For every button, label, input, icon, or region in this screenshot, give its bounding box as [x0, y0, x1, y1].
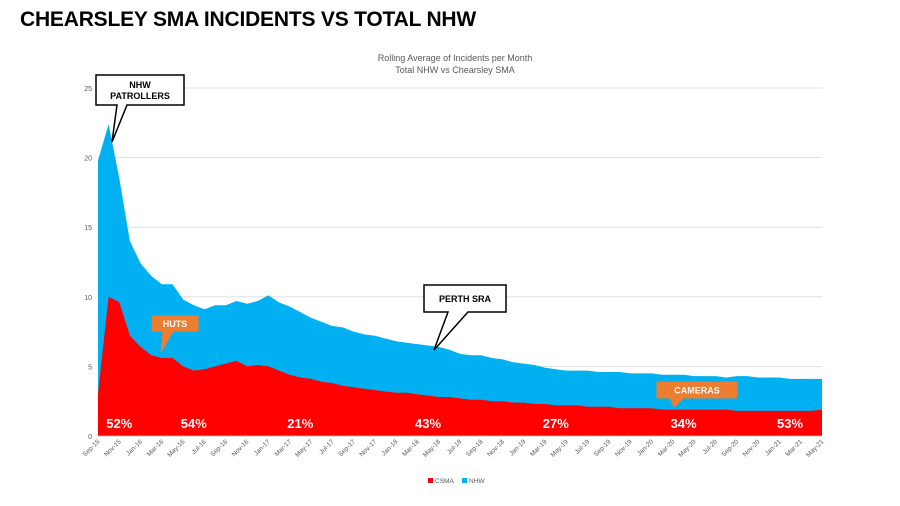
y-axis: 0 5 10 15 20 25 [84, 86, 92, 441]
callout-label: HUTS [163, 319, 188, 329]
x-tick-label: Jan-20 [636, 438, 655, 457]
callout-box [423, 284, 507, 351]
x-tick-label: Nov-18 [486, 438, 506, 458]
slide-title: CHEARSLEY SMA INCIDENTS VS TOTAL NHW [20, 8, 476, 31]
x-tick-label: Sep-20 [720, 438, 740, 458]
x-tick-label: May-17 [294, 438, 315, 459]
x-tick-label: Jul-19 [574, 438, 592, 456]
legend: CSMA NHW [428, 478, 485, 485]
x-tick-label: Sep-17 [337, 438, 357, 458]
callout-label: CAMERAS [674, 386, 720, 396]
percent-label: 53% [777, 416, 803, 431]
x-tick-label: Nov-19 [614, 438, 634, 458]
x-tick-label: Jan-17 [253, 438, 272, 457]
y-tick-label: 20 [84, 156, 92, 163]
y-tick-label: 5 [88, 364, 92, 371]
legend-label: NHW [469, 478, 485, 485]
x-tick-label: May-21 [805, 438, 826, 459]
x-tick-label: Jan-18 [381, 438, 400, 457]
x-tick-label: May-20 [677, 438, 698, 459]
callout-box [95, 74, 185, 143]
x-tick-label: Mar-17 [274, 438, 294, 458]
x-tick-label: May-19 [550, 438, 571, 459]
y-tick-label: 25 [84, 86, 92, 93]
x-tick-label: Nov-20 [742, 438, 762, 458]
x-tick-label: Nov-16 [231, 438, 251, 458]
x-tick-label: Mar-18 [401, 438, 421, 458]
area-csma [98, 296, 822, 436]
x-tick-label: Jul-16 [190, 438, 208, 456]
area-series [98, 124, 822, 436]
callout-box [656, 381, 738, 408]
legend-label: CSMA [435, 478, 454, 485]
x-tick-label: Jan-19 [508, 438, 527, 457]
callout-label: PERTH SRA [439, 294, 492, 304]
x-tick-label: Jul-17 [318, 438, 336, 456]
percent-label: 34% [671, 416, 697, 431]
area-nhw [98, 124, 822, 436]
x-tick-label: Sep-16 [209, 438, 229, 458]
y-tick-label: 15 [84, 225, 92, 232]
percent-label: 43% [415, 416, 441, 431]
legend-swatch [428, 478, 433, 483]
legend-swatch [462, 478, 467, 483]
chart-title: Rolling Average of Incidents per Month [378, 53, 532, 63]
percent-labels: 52% 54% 21% 43% 27% 34% 53% [106, 416, 803, 431]
callout-box [151, 315, 199, 353]
x-tick-label: Mar-20 [657, 438, 677, 458]
x-tick-label: Mar-16 [146, 438, 166, 458]
x-tick-label: Mar-21 [785, 438, 805, 458]
x-tick-label: Nov-15 [103, 438, 123, 458]
callout-label: NHW [129, 80, 151, 90]
callout-label: PATROLLERS [110, 91, 170, 101]
x-tick-label: May-16 [166, 438, 187, 459]
x-tick-label: Mar-19 [529, 438, 549, 458]
percent-label: 21% [287, 416, 313, 431]
y-tick-label: 10 [84, 295, 92, 302]
x-tick-label: Nov-17 [358, 438, 378, 458]
percent-label: 52% [106, 416, 132, 431]
percent-label: 27% [543, 416, 569, 431]
x-tick-label: Jul-20 [701, 438, 719, 456]
percent-label: 54% [181, 416, 207, 431]
x-tick-label: Sep-18 [465, 438, 485, 458]
x-tick-label: Sep-15 [82, 438, 102, 458]
x-tick-label: May-18 [422, 438, 443, 459]
chart-subtitle: Total NHW vs Chearsley SMA [395, 65, 515, 75]
x-tick-label: Jan-16 [125, 438, 144, 457]
x-tick-label: Jan-21 [764, 438, 783, 457]
x-tick-label: Jul-18 [446, 438, 464, 456]
x-axis: Sep-15 Nov-15 Jan-16 Mar-16 May-16 Jul-16 Sep-… [82, 435, 826, 459]
y-tick-label: 0 [88, 434, 92, 441]
x-tick-label: Sep-19 [593, 438, 613, 458]
